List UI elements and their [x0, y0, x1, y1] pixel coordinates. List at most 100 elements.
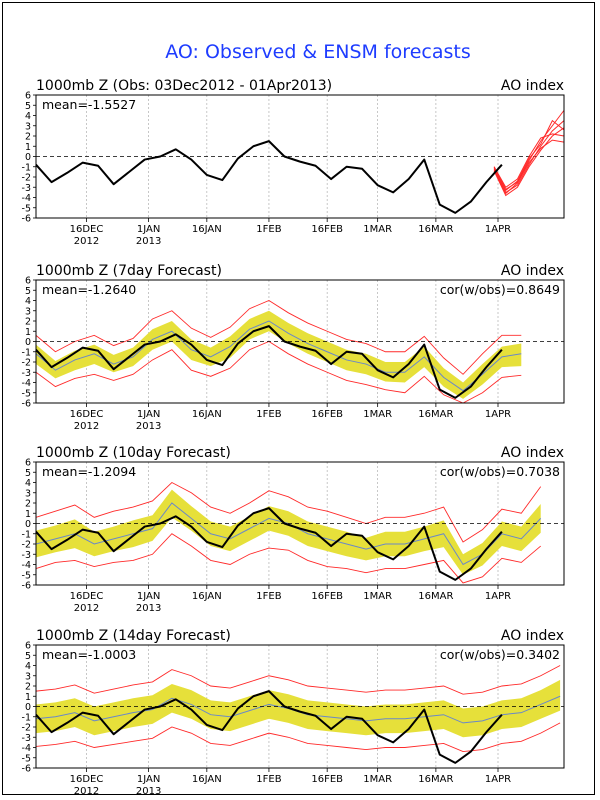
x-tick-label-year: 2012 [74, 603, 99, 614]
panel-right-label: AO index [501, 78, 564, 94]
x-tick-label-year: 2013 [136, 786, 161, 797]
mean-label: mean=-1.0003 [42, 647, 136, 662]
x-tick-label: 1MAR [363, 591, 392, 602]
panel-title: 1000mb Z (14day Forecast) [36, 628, 231, 644]
x-tick-label: 1JAN [137, 591, 160, 602]
mean-label: mean=-1.5527 [42, 97, 136, 112]
y-tick-label: 6 [25, 276, 31, 287]
y-tick-label: -2 [22, 173, 31, 184]
y-tick-label: -6 [22, 581, 31, 592]
y-tick-label: -3 [22, 183, 31, 194]
y-tick-label: 5 [25, 468, 31, 479]
y-tick-label: 2 [25, 132, 31, 143]
x-tick-label: 16MAR [418, 774, 453, 785]
x-tick-label: 1APR [485, 409, 511, 420]
x-tick-label: 1APR [485, 591, 511, 602]
forecast-member-line [493, 127, 565, 197]
y-tick-label: -6 [22, 764, 31, 775]
x-tick-label: 16JAN [192, 224, 222, 235]
y-tick-label: 0 [25, 337, 31, 348]
y-tick-label: 6 [25, 91, 31, 102]
y-tick-label: -5 [22, 753, 31, 764]
y-tick-label: -4 [22, 743, 31, 754]
y-tick-label: 1 [25, 692, 31, 703]
mean-label: mean=-1.2094 [42, 464, 136, 479]
y-tick-label: -2 [22, 540, 31, 551]
y-tick-label: 3 [25, 671, 31, 682]
observed-line [35, 325, 503, 399]
y-tick-label: 4 [25, 661, 31, 672]
x-tick-label: 16MAR [418, 591, 453, 602]
y-tick-label: -4 [22, 560, 31, 571]
y-tick-label: -1 [22, 712, 31, 723]
forecast-member-line [493, 119, 565, 192]
forecast-member-line [493, 133, 565, 188]
panel-3: 1000mb Z (10day Forecast) AO index 6543210… [22, 445, 565, 614]
x-tick-label: 1MAR [363, 774, 392, 785]
y-tick-label: 0 [25, 519, 31, 530]
observed-line [35, 690, 503, 764]
y-tick-label: 5 [25, 101, 31, 112]
max-member-line [35, 299, 522, 375]
x-tick-label: 1FEB [256, 591, 281, 602]
y-tick-label: 0 [25, 702, 31, 713]
y-tick-label: 1 [25, 142, 31, 153]
y-tick-label: 1 [25, 509, 31, 520]
forecast-member-line [493, 110, 565, 191]
observed-line [35, 507, 503, 581]
x-tick-label: 16DEC [70, 774, 104, 785]
x-tick-label-year: 2012 [74, 421, 99, 432]
x-tick-label-year: 2013 [136, 603, 161, 614]
x-tick-label-year: 2012 [74, 236, 99, 247]
x-tick-label: 1JAN [137, 224, 160, 235]
y-tick-label: -3 [22, 550, 31, 561]
page-title: AO: Observed & ENSM forecasts [165, 41, 470, 63]
y-tick-label: 5 [25, 286, 31, 297]
x-tick-label: 16JAN [192, 774, 222, 785]
max-member-line [35, 665, 561, 695]
x-tick-label-year: 2013 [136, 421, 161, 432]
panel-title: 1000mb Z (10day Forecast) [36, 445, 231, 461]
y-tick-label: 0 [25, 152, 31, 163]
panel-right-label: AO index [501, 445, 564, 461]
panel-right-label: AO index [501, 263, 564, 279]
y-tick-label: 4 [25, 478, 31, 489]
y-tick-label: 3 [25, 121, 31, 132]
x-tick-label: 16FEB [311, 224, 343, 235]
x-tick-label: 1APR [485, 224, 511, 235]
y-tick-label: 3 [25, 306, 31, 317]
mean-label: mean=-1.2640 [42, 282, 136, 297]
y-tick-label: 2 [25, 317, 31, 328]
y-tick-label: -3 [22, 733, 31, 744]
x-tick-label: 1MAR [363, 224, 392, 235]
forecast-member-line [493, 139, 565, 195]
panel-2: 1000mb Z (7day Forecast) AO index6543210-… [22, 263, 565, 432]
x-tick-label: 16JAN [192, 591, 222, 602]
x-tick-label: 1MAR [363, 409, 392, 420]
y-tick-label: -4 [22, 193, 31, 204]
panel-right-label: AO index [501, 628, 564, 644]
x-tick-label: 16DEC [70, 591, 104, 602]
y-tick-label: -3 [22, 368, 31, 379]
x-tick-label: 1JAN [137, 409, 160, 420]
figure-frame [2, 2, 595, 795]
x-tick-label: 16JAN [192, 409, 222, 420]
panel-1: 1000mb Z (Obs: 03Dec2012 - 01Apr2013) AO … [22, 78, 565, 247]
y-tick-label: 6 [25, 458, 31, 469]
y-tick-label: -6 [22, 214, 31, 225]
panel-4: 1000mb Z (14day Forecast) AO index 6543210… [22, 628, 565, 797]
y-tick-label: -1 [22, 347, 31, 358]
y-tick-label: 1 [25, 327, 31, 338]
y-tick-label: -1 [22, 162, 31, 173]
y-tick-label: 4 [25, 296, 31, 307]
y-tick-label: 4 [25, 111, 31, 122]
x-tick-label: 1APR [485, 774, 511, 785]
y-tick-label: -5 [22, 570, 31, 581]
y-tick-label: -2 [22, 723, 31, 734]
y-tick-label: -6 [22, 399, 31, 410]
x-tick-label: 1FEB [256, 774, 281, 785]
x-tick-label: 16DEC [70, 409, 104, 420]
y-tick-label: 3 [25, 488, 31, 499]
spread-band [36, 489, 541, 575]
max-member-line [35, 481, 542, 543]
